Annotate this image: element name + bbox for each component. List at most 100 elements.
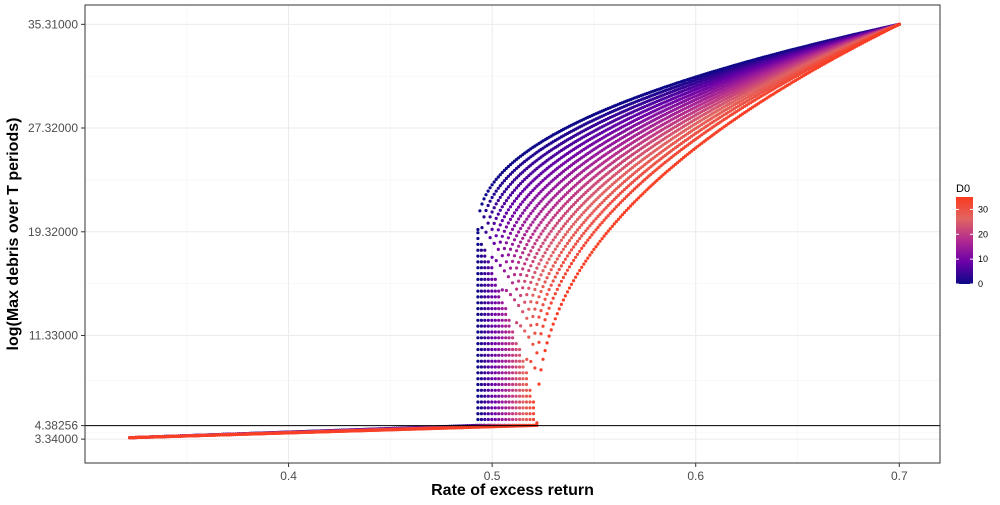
data-point [508,342,511,345]
data-point [515,249,518,252]
data-point [513,200,516,203]
data-point [507,185,510,188]
data-point [490,290,493,293]
data-point [531,233,534,236]
data-point [490,272,493,275]
data-point [539,232,542,235]
data-point [533,218,536,221]
data-point [480,313,483,316]
data-point [487,371,490,374]
data-point [497,360,500,363]
data-point [508,348,511,351]
data-point [527,227,530,230]
data-point [494,290,497,293]
data-point [537,236,540,239]
data-point [519,214,522,217]
data-point [483,412,486,415]
data-point [487,190,490,193]
data-point [491,183,494,186]
data-point [480,278,483,281]
data-point [483,272,486,275]
data-point [501,354,504,357]
data-point [490,295,493,298]
data-point [517,280,520,283]
data-point [476,284,479,287]
data-point [511,243,514,246]
data-point [509,293,512,296]
data-point [490,365,493,368]
data-point [511,330,514,333]
data-point [494,383,497,386]
data-point [501,325,504,328]
data-point [480,319,483,322]
data-point [494,395,497,398]
data-point [490,395,493,398]
data-point [487,389,490,392]
data-point [504,418,507,421]
data-point [490,301,493,304]
data-point [531,209,534,212]
data-point [539,210,542,213]
data-point [515,288,518,291]
data-point [513,238,516,241]
data-point [525,258,528,261]
data-point [509,232,512,235]
data-point [517,261,520,264]
data-point [497,248,500,251]
data-point [501,383,504,386]
data-point [489,236,492,239]
data-point [501,389,504,392]
data-point [495,259,498,262]
data-point [508,319,511,322]
data-point [508,406,511,409]
data-point [501,377,504,380]
data-point [519,227,522,230]
data-point [521,212,524,215]
data-point [511,202,514,205]
data-point [476,383,479,386]
data-point [480,406,483,409]
data-point [504,395,507,398]
data-point [504,307,507,310]
data-point [483,354,486,357]
data-point [521,200,524,203]
data-point [508,354,511,357]
data-point [535,226,538,229]
data-point [501,348,504,351]
data-point [497,187,500,190]
data-point [487,342,490,345]
data-point [480,295,483,298]
data-point [497,313,500,316]
data-point [515,365,518,368]
data-point [497,307,500,310]
data-point [523,233,526,236]
data-point [476,278,479,281]
data-point [515,208,518,211]
data-point [535,215,538,218]
data-point [503,202,506,205]
data-point [478,209,481,212]
data-point [491,210,494,213]
data-point [533,256,536,259]
data-point [495,217,498,220]
data-point [494,354,497,357]
data-point [523,209,526,212]
data-point [501,395,504,398]
data-point [515,406,518,409]
data-point [503,215,506,218]
data-point [507,236,510,239]
data-point [523,247,526,250]
data-point [533,229,536,232]
data-point [521,251,524,254]
data-point [504,336,507,339]
data-point [501,319,504,322]
data-point [494,342,497,345]
data-point [511,371,514,374]
data-point [487,313,490,316]
data-point [490,336,493,339]
data-point [541,218,544,221]
data-point [494,330,497,333]
data-point [494,325,497,328]
data-point [511,260,514,263]
